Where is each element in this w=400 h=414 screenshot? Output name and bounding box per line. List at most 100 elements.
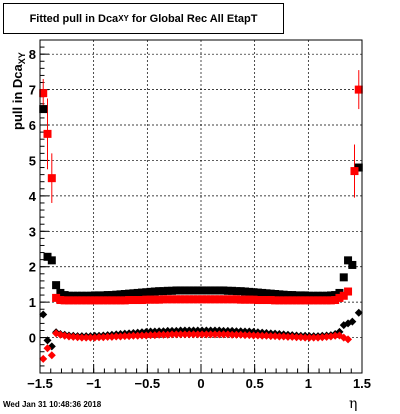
series-3-point — [305, 333, 314, 342]
series-0-point — [168, 286, 177, 295]
data-points — [39, 85, 363, 363]
series-3-point — [210, 330, 219, 339]
series-0-point — [39, 105, 48, 114]
series-1-point — [241, 295, 250, 304]
series-3-point — [39, 354, 48, 363]
series-1-point — [137, 296, 146, 305]
series-0-point — [129, 289, 138, 298]
series-1-point — [301, 296, 310, 305]
y-tick-label: 2 — [29, 260, 36, 275]
series-1-point — [146, 295, 155, 304]
series-3-point — [241, 331, 250, 340]
series-1-point — [275, 296, 284, 305]
series-1-point — [236, 295, 245, 304]
series-1-point — [223, 295, 232, 304]
series-0-point — [82, 291, 91, 300]
series-3-point — [43, 344, 52, 353]
series-0-point — [279, 290, 288, 299]
series-0-point — [228, 286, 237, 295]
x-tick-label: 1.5 — [353, 376, 371, 391]
series-3-point — [249, 331, 258, 340]
series-1-point — [202, 295, 211, 304]
series-1-point — [326, 296, 335, 305]
series-3-point — [215, 330, 224, 339]
datestamp: Wed Jan 31 10:48:36 2018 — [3, 400, 102, 409]
series-3-point — [283, 332, 292, 341]
series-0-point — [241, 287, 250, 296]
series-1-point — [86, 296, 95, 305]
series-0-point — [112, 290, 121, 299]
x-tick-label: −1.5 — [27, 376, 53, 391]
series-3-point — [86, 333, 95, 342]
series-0-point — [198, 286, 207, 295]
series-1-point — [168, 295, 177, 304]
series-0-point — [202, 286, 211, 295]
series-0-point — [189, 286, 198, 295]
ylabel-subscript: XY — [17, 52, 27, 65]
series-0-point — [107, 291, 116, 300]
series-0-point — [120, 290, 129, 299]
series-3-point — [176, 330, 185, 339]
series-0-point — [60, 291, 69, 300]
series-0-point — [125, 289, 134, 298]
series-1-point — [350, 167, 359, 176]
series-1-point — [176, 295, 185, 304]
series-3-point — [193, 330, 202, 339]
series-0-point — [219, 286, 228, 295]
series-0-point — [296, 291, 305, 300]
series-0-point — [77, 291, 86, 300]
series-3-point — [228, 330, 237, 339]
series-2-point — [39, 310, 48, 319]
series-0-point — [133, 288, 142, 297]
series-1-point — [47, 174, 56, 183]
series-0-point — [47, 256, 56, 265]
tick-labels: −1.5 −1 −0.5 0 0.5 1 1.5 0 1 2 3 4 5 6 7 8 — [27, 47, 371, 391]
series-0-point — [354, 163, 363, 172]
series-0-point — [318, 291, 327, 300]
series-1-point — [64, 296, 73, 305]
series-0-point — [43, 252, 52, 261]
series-0-point — [262, 289, 271, 298]
series-3-point — [292, 333, 301, 342]
series-1-point — [82, 296, 91, 305]
series-0-point — [159, 287, 168, 296]
series-3-point — [206, 330, 215, 339]
series-1-point — [232, 295, 241, 304]
series-3-point — [77, 333, 86, 342]
x-axis-label: η — [349, 396, 358, 412]
series-1-point — [266, 296, 275, 305]
series-0-point — [90, 291, 99, 300]
series-0-point — [305, 291, 314, 300]
series-1-point — [133, 296, 142, 305]
series-1-point — [215, 295, 224, 304]
series-0-point — [172, 286, 181, 295]
series-1-point — [210, 295, 219, 304]
series-1-point — [279, 296, 288, 305]
title-prefix: Fitted pull in Dca — [29, 12, 119, 25]
title-subscript: XY — [118, 14, 129, 23]
y-tick-label: 0 — [29, 331, 36, 346]
series-1-point — [258, 296, 267, 305]
series-3-point — [266, 332, 275, 341]
series-3-point — [309, 333, 318, 342]
series-1-point — [150, 295, 159, 304]
series-0-point — [309, 291, 318, 300]
series-2-point — [348, 317, 357, 326]
series-0-point — [99, 291, 108, 300]
series-0-point — [142, 288, 151, 297]
series-0-point — [253, 288, 262, 297]
x-tick-label: 0 — [197, 376, 204, 391]
series-1-point — [245, 295, 254, 304]
series-0-point — [344, 256, 353, 265]
series-1-point — [125, 296, 134, 305]
y-tick-label: 1 — [29, 295, 36, 310]
series-0-point — [236, 287, 245, 296]
series-1-point — [73, 296, 82, 305]
series-0-point — [335, 288, 344, 297]
series-3-point — [129, 331, 138, 340]
series-0-point — [288, 291, 297, 300]
series-0-point — [64, 291, 73, 300]
title-suffix: for Global Rec All EtapT — [128, 12, 258, 25]
series-0-point — [116, 290, 125, 299]
series-0-point — [331, 291, 340, 300]
